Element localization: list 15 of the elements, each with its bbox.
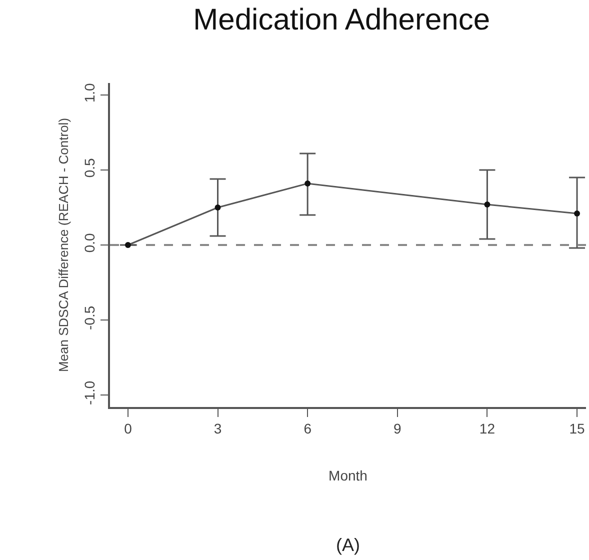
x-tick-label: 0 [124, 420, 132, 437]
text: (A) [336, 535, 360, 555]
x-tick-label: 3 [214, 420, 222, 437]
x-tick-label: 12 [479, 420, 496, 437]
y-tick-label: -0.5 [82, 306, 98, 330]
x-tick-label: 6 [304, 420, 312, 437]
x-axis-title: Month [328, 467, 368, 484]
y-tick-label: 0.5 [82, 158, 98, 178]
y-tick-label: 0.0 [82, 232, 98, 253]
y-tick-label: -1.0 [82, 380, 98, 405]
x-tick-label: 15 [569, 420, 586, 437]
x-tick-label: 9 [394, 420, 402, 437]
chart-title: Medication Adherence [193, 3, 490, 36]
y-tick-label: 1.0 [82, 82, 98, 103]
y-axis-title: Mean SDSCA Difference (REACH - Control) [56, 118, 72, 372]
